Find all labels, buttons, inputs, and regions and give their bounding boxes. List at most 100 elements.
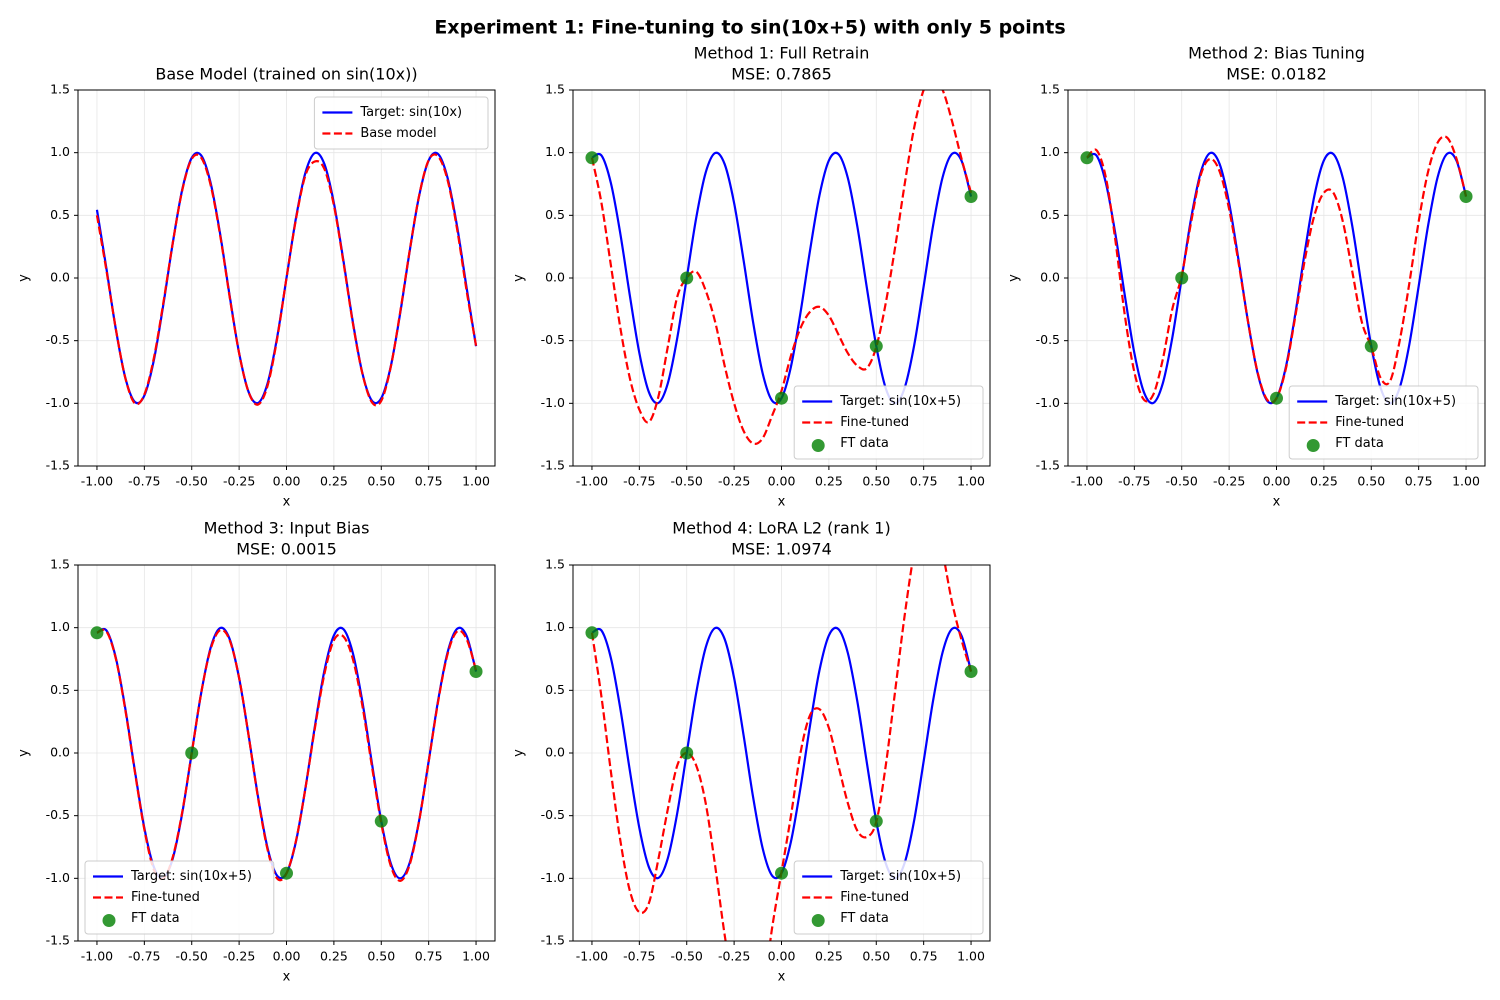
x-axis-label: x xyxy=(283,495,291,510)
data-point xyxy=(585,626,599,640)
y-tick-label: -1.5 xyxy=(1036,458,1060,473)
y-axis-label: y xyxy=(17,749,32,757)
y-tick-label: 0.0 xyxy=(1040,270,1060,285)
y-axis-label: y xyxy=(512,274,527,282)
data-point xyxy=(680,746,694,760)
x-axis-label: x xyxy=(778,970,786,985)
legend-marker xyxy=(1306,439,1320,452)
legend-marker xyxy=(811,439,825,452)
legend-label: Fine-tuned xyxy=(131,890,200,905)
x-tick-label: 0.75 xyxy=(910,949,938,964)
subplot: Method 2: Bias Tuning MSE: 0.0182 -1.00 -0.… xyxy=(1007,44,1486,510)
y-tick-label: -1.0 xyxy=(541,395,565,410)
subplot: Method 4: LoRA L2 (rank 1) MSE: 1.0974 -1.… xyxy=(512,519,991,985)
x-tick-label: -0.25 xyxy=(1213,474,1245,489)
legend-marker xyxy=(102,914,116,927)
x-tick-label: 0.75 xyxy=(415,949,443,964)
y-tick-label: -1.5 xyxy=(46,458,70,473)
y-tick-label: 1.0 xyxy=(545,619,565,634)
x-axis-label: x xyxy=(778,495,786,510)
subplot-title: Method 4: LoRA L2 (rank 1) xyxy=(672,519,890,538)
legend-label: Fine-tuned xyxy=(1335,415,1404,430)
y-axis-label: y xyxy=(17,274,32,282)
legend-box xyxy=(313,96,489,150)
x-tick-label: 0.25 xyxy=(320,474,348,489)
legend-label: Target: sin(10x+5) xyxy=(130,869,252,884)
x-tick-label: -0.50 xyxy=(176,474,208,489)
y-tick-label: 1.5 xyxy=(1040,82,1060,97)
legend-marker xyxy=(811,914,825,927)
data-point xyxy=(280,866,293,880)
data-point xyxy=(775,391,788,405)
y-tick-label: 1.0 xyxy=(545,144,565,159)
y-tick-label: -0.5 xyxy=(541,807,565,822)
subplot-subtitle: MSE: 0.0015 xyxy=(236,540,337,559)
y-axis-label: y xyxy=(512,749,527,757)
data-point xyxy=(680,271,694,285)
data-point xyxy=(964,665,978,679)
y-tick-label: -1.5 xyxy=(541,933,565,948)
x-tick-label: 0.00 xyxy=(1263,474,1291,489)
x-tick-label: 0.50 xyxy=(367,474,395,489)
subplot: Method 1: Full Retrain MSE: 0.7865 -1.00 -0… xyxy=(512,44,991,510)
line xyxy=(590,90,973,445)
y-tick-label: 0.0 xyxy=(545,270,565,285)
x-tick-label: -0.25 xyxy=(223,949,255,964)
data-point xyxy=(1270,391,1283,405)
legend-box xyxy=(1288,385,1479,460)
y-tick-label: -1.5 xyxy=(46,933,70,948)
subplot: Base Model (trained on sin(10x)) -1.00 -0.… xyxy=(17,65,496,510)
x-tick-label: 1.00 xyxy=(957,474,985,489)
x-tick-label: -0.50 xyxy=(176,949,208,964)
x-tick-label: 0.25 xyxy=(815,474,843,489)
subplot-title: Method 2: Bias Tuning xyxy=(1188,44,1365,63)
x-tick-label: 0.25 xyxy=(320,949,348,964)
y-tick-label: -1.0 xyxy=(1036,395,1060,410)
data-point xyxy=(1364,339,1378,353)
data-point xyxy=(1459,190,1473,204)
x-axis-label: x xyxy=(1273,495,1281,510)
subplot-title: Base Model (trained on sin(10x)) xyxy=(155,65,417,84)
y-tick-label: 0.0 xyxy=(545,745,565,760)
x-tick-label: 0.00 xyxy=(273,949,301,964)
x-tick-label: 0.00 xyxy=(273,474,301,489)
y-tick-label: 0.5 xyxy=(50,207,70,222)
subplot-subtitle: MSE: 0.7865 xyxy=(731,65,832,84)
x-tick-label: -0.50 xyxy=(671,474,703,489)
x-tick-label: 0.25 xyxy=(815,949,843,964)
x-tick-label: -0.25 xyxy=(718,949,750,964)
legend-label: Target: sin(10x+5) xyxy=(839,869,961,884)
x-tick-label: 0.50 xyxy=(367,949,395,964)
y-tick-label: -1.0 xyxy=(46,870,70,885)
x-tick-label: -0.75 xyxy=(128,949,160,964)
y-tick-label: 0.0 xyxy=(50,745,70,760)
legend-label: Target: sin(10x) xyxy=(359,105,462,120)
plot-area xyxy=(95,151,478,407)
data-point xyxy=(1175,271,1189,285)
x-tick-label: -0.25 xyxy=(718,474,750,489)
y-tick-label: -1.5 xyxy=(541,458,565,473)
x-tick-label: 0.75 xyxy=(1405,474,1433,489)
y-tick-label: 0.5 xyxy=(50,682,70,697)
y-tick-label: 1.0 xyxy=(1040,144,1060,159)
subplot-title: Method 1: Full Retrain xyxy=(694,44,870,63)
y-tick-label: -0.5 xyxy=(1036,332,1060,347)
y-tick-label: 1.0 xyxy=(50,619,70,634)
axes-frame xyxy=(1067,89,1486,467)
x-tick-label: -1.00 xyxy=(1071,474,1103,489)
y-tick-label: 0.5 xyxy=(545,682,565,697)
x-tick-label: -1.00 xyxy=(576,949,608,964)
figure-title: Experiment 1: Fine-tuning to sin(10x+5) … xyxy=(434,17,1065,39)
y-tick-label: 1.5 xyxy=(545,82,565,97)
data-point xyxy=(964,190,978,204)
x-tick-label: -0.75 xyxy=(623,949,655,964)
subplot: Method 3: Input Bias MSE: 0.0015 -1.00 -0.7… xyxy=(17,519,496,985)
axes-frame xyxy=(572,89,991,467)
x-tick-label: -0.50 xyxy=(671,949,703,964)
data-point xyxy=(469,665,483,679)
legend-label: FT data xyxy=(840,436,889,451)
data-point xyxy=(185,746,199,760)
x-tick-label: 0.50 xyxy=(1357,474,1385,489)
x-tick-label: 0.00 xyxy=(768,474,796,489)
